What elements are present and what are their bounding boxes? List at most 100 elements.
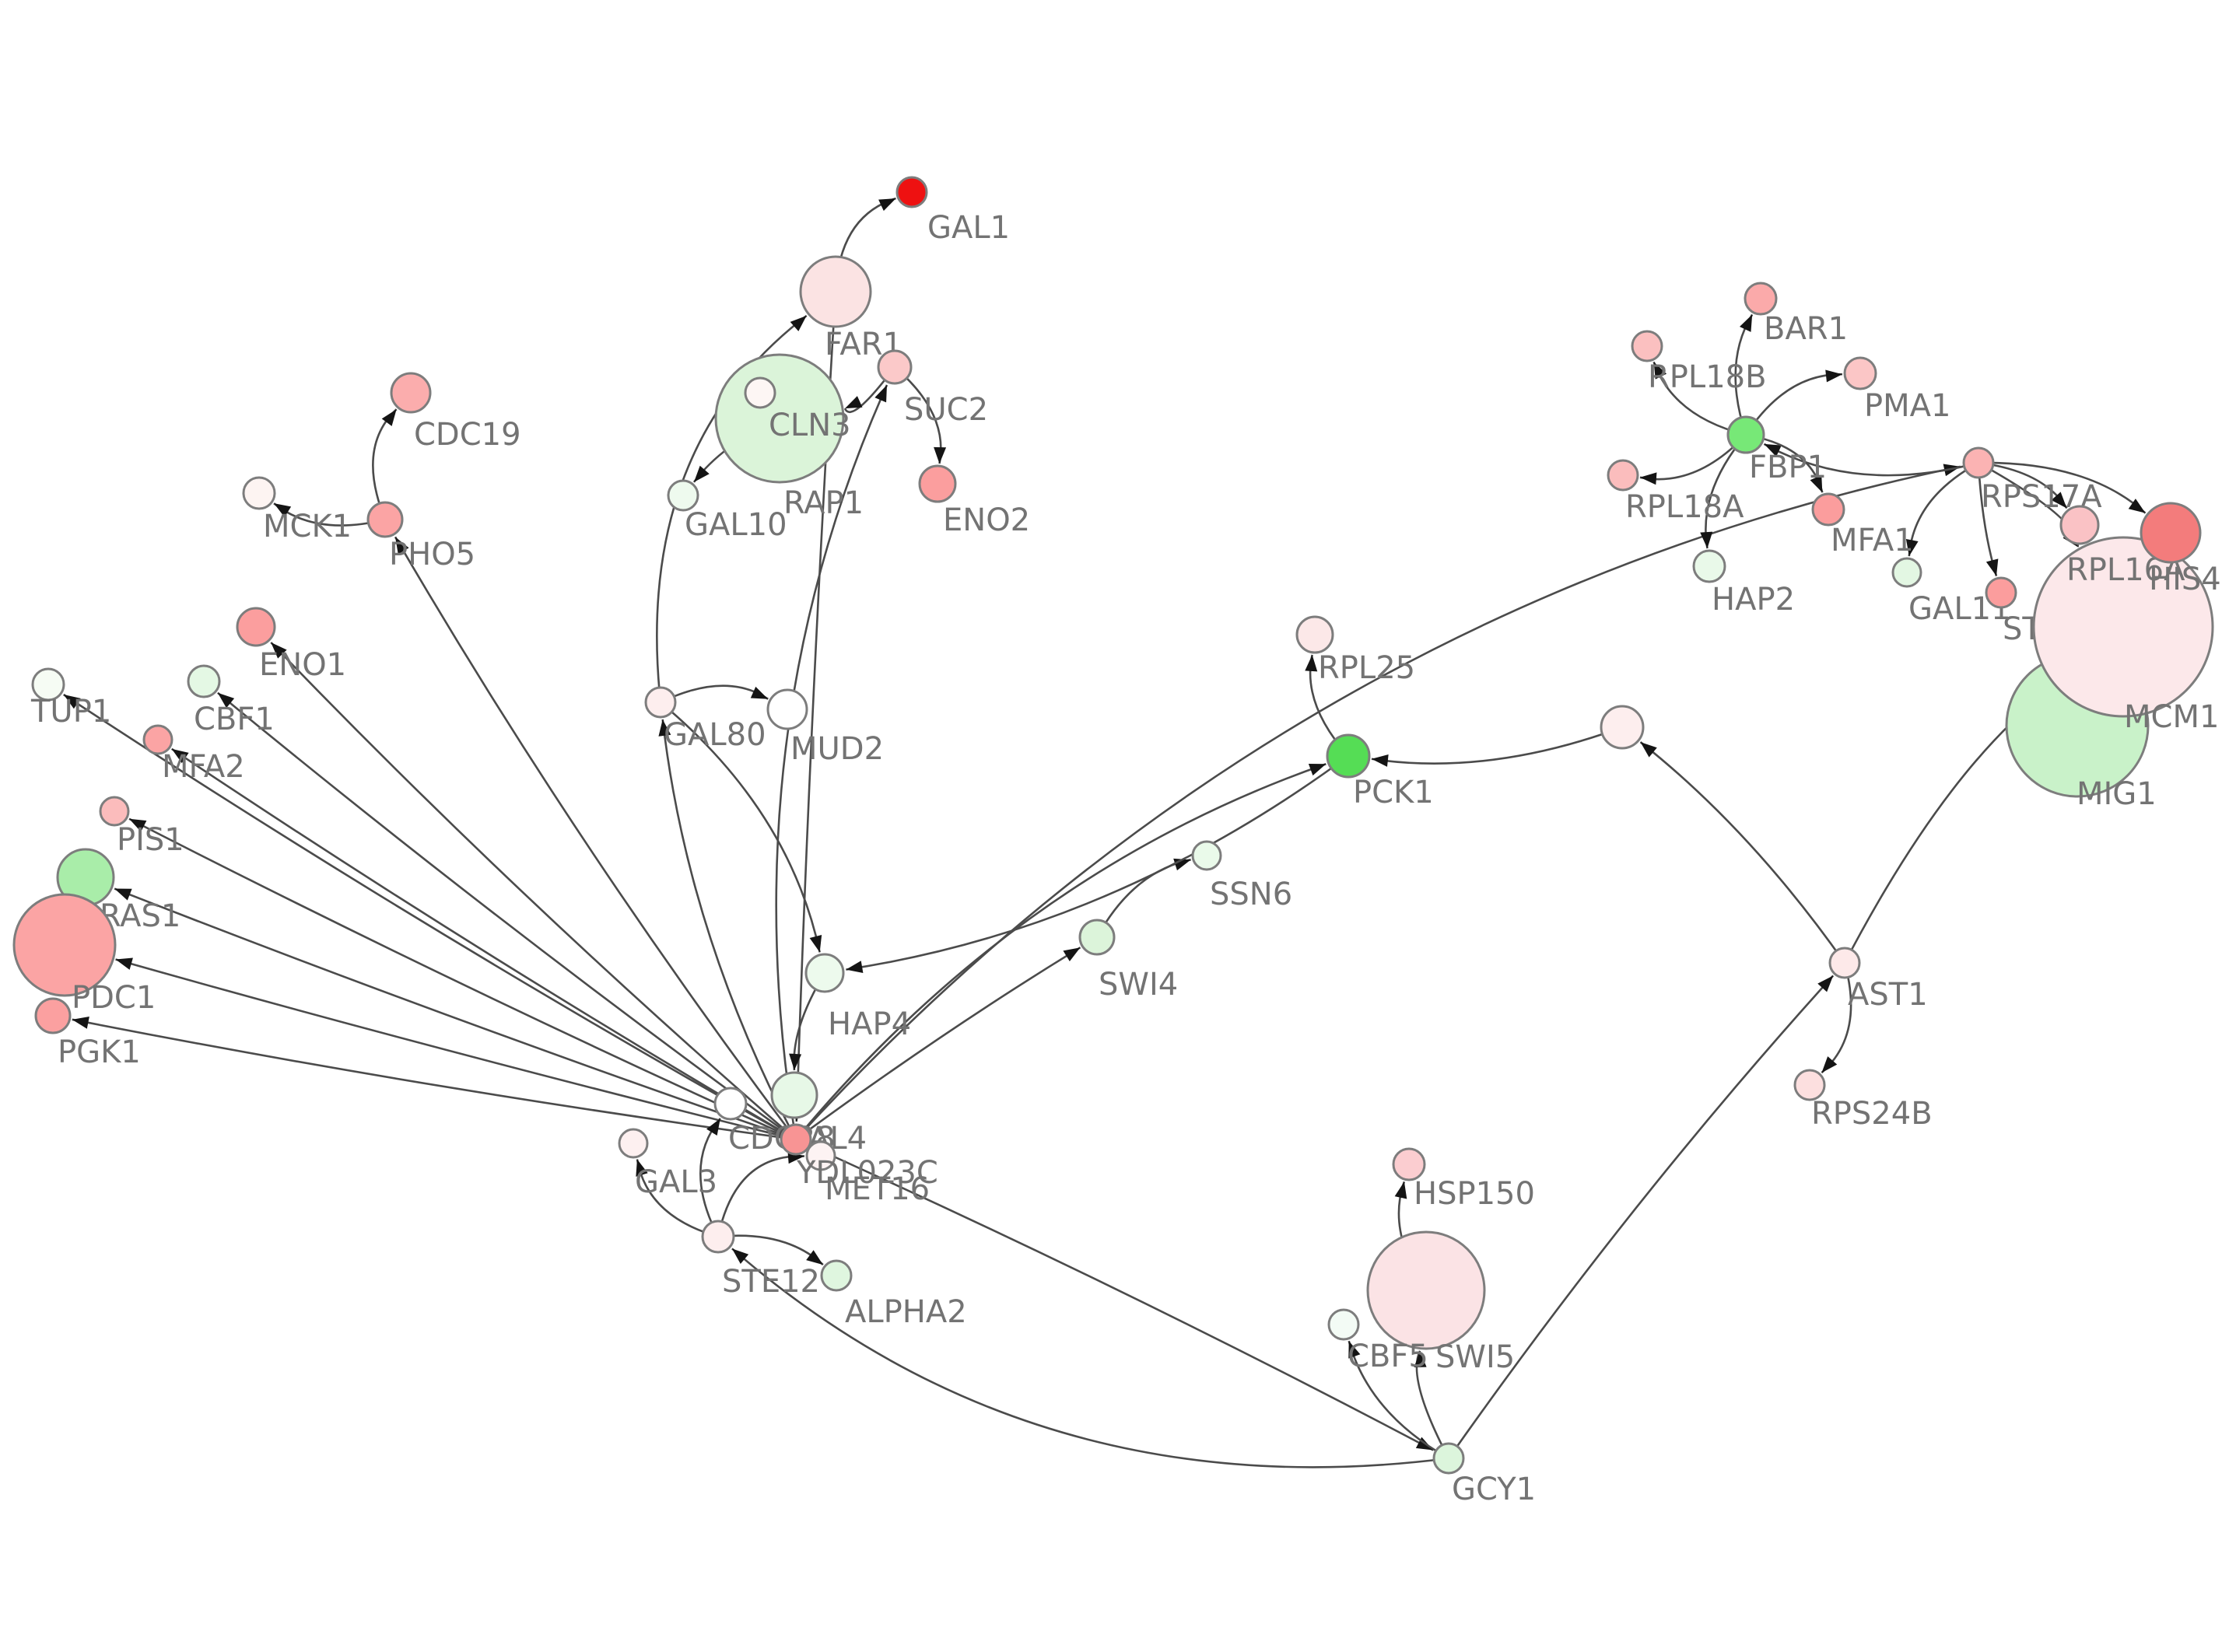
node-circle-STE2[interactable] [1985,576,2017,609]
node-circle-GAL80[interactable] [644,686,677,719]
node-ALPHA2[interactable]: ALPHA2 [820,1259,967,1330]
node-MFA1[interactable]: MFA1 [1811,492,1914,558]
node-ENO1[interactable]: ENO1 [236,607,346,683]
node-circle-FAR1[interactable] [799,255,872,328]
node-circle-GAL11[interactable] [1891,557,1922,588]
node-circle-PCK1[interactable] [1326,733,1371,779]
node-circle-MFA1[interactable] [1811,492,1845,527]
node-circle-GAL10[interactable] [667,479,699,512]
node-HAP2[interactable]: HAP2 [1692,549,1795,618]
node-PHO5[interactable]: PHO5 [366,501,475,572]
node-CBF5[interactable]: CBF5 [1327,1308,1428,1374]
node-circle-RPL18A[interactable] [1607,459,1639,492]
node-circle-SUC2[interactable] [877,349,913,385]
node-circle-CDC19[interactable] [390,372,432,414]
node-PCK1[interactable]: PCK1 [1326,733,1434,810]
edge-YDL023C-TUP1[interactable] [63,693,797,1141]
node-circle-HAP2[interactable] [1692,549,1726,583]
node-circle-MCM1[interactable] [2032,536,2214,718]
node-unlabeled[interactable] [1600,705,1645,750]
node-circle-CLN3[interactable] [744,376,776,409]
edge-YDL023C-RAS1[interactable] [114,887,797,1141]
node-MFA2[interactable]: MFA2 [142,724,245,785]
node-PGK1[interactable]: PGK1 [34,997,141,1070]
node-circle-CBF5[interactable] [1327,1308,1360,1341]
node-FAR1[interactable]: FAR1 [799,255,902,362]
node-SUC2[interactable]: SUC2 [877,349,988,428]
node-SSN6[interactable]: SSN6 [1191,840,1292,912]
node-circle-PDC1[interactable] [12,893,117,997]
node-HIS4[interactable]: HIS4 [2140,502,2221,597]
edge-RPS17A-FBP1[interactable] [1763,443,1979,477]
node-SWI5[interactable]: SWI5 [1366,1230,1515,1375]
node-RPS24B[interactable]: RPS24B [1793,1069,1933,1132]
edge-YDL023C-PDC1[interactable] [115,958,797,1141]
node-HAP4[interactable]: HAP4 [804,953,911,1042]
node-RPL18A[interactable]: RPL18A [1607,459,1744,525]
node-ENO2[interactable]: ENO2 [918,464,1030,538]
node-circle-HSP150[interactable] [1392,1147,1426,1181]
node-circle-STE12[interactable] [701,1220,735,1254]
node-circle-YDL023C[interactable] [780,1123,812,1156]
edge-GAL80-FAR1[interactable] [656,314,808,703]
node-circle-RPL16A[interactable] [2059,505,2100,545]
node-YDL023C[interactable]: YDL023C [780,1123,938,1191]
node-circle-GAL1[interactable] [895,176,928,208]
edge-GAL80-HAP4[interactable] [660,702,821,953]
node-circle-BAR1[interactable] [1744,282,1778,316]
node-circle-MFA2[interactable] [142,724,173,755]
node-MUD2[interactable]: MUD2 [766,688,884,767]
node-AST1[interactable]: AST1 [1828,947,1928,1013]
node-circle-RPS17A[interactable] [1962,446,1995,479]
node-MCK1[interactable]: MCK1 [242,476,352,544]
node-circle-MCK1[interactable] [242,476,276,510]
node-circle-CBF1[interactable] [187,664,221,698]
node-circle-PMA1[interactable] [1843,356,1877,390]
node-GAL1[interactable]: GAL1 [895,176,1010,246]
edge-GCY1-STE12[interactable] [731,1248,1449,1468]
node-GAL10[interactable]: GAL10 [667,479,787,543]
node-circle-FBP1[interactable] [1726,415,1765,454]
edge-YDL023C-PHO5[interactable] [394,536,797,1140]
node-RPS17A[interactable]: RPS17A [1962,446,2102,515]
node-circle-TUP1[interactable] [31,667,65,702]
node-GCY1[interactable]: GCY1 [1432,1442,1536,1507]
node-circle-SWI4[interactable] [1078,919,1116,956]
node-FBP1[interactable]: FBP1 [1726,415,1827,485]
node-PDC1[interactable]: PDC1 [12,893,156,1016]
node-TUP1[interactable]: TUP1 [30,667,111,730]
node-circle-ENO1[interactable] [236,607,276,647]
node-HSP150[interactable]: HSP150 [1392,1147,1535,1212]
node-circle-ENO2[interactable] [918,464,957,503]
edge-YDL023C-ENO1[interactable] [270,642,797,1140]
edge-UNNAMED-PCK1[interactable] [1371,726,1623,765]
node-STE12[interactable]: STE12 [701,1220,820,1300]
node-MET16[interactable]: MET16 [805,1140,930,1207]
node-CLN3[interactable]: CLN3 [744,376,851,443]
node-RPL18B[interactable]: RPL18B [1631,330,1767,395]
node-PMA1[interactable]: PMA1 [1843,356,1950,424]
node-GAL80[interactable]: GAL80 [644,686,766,753]
node-circle-CDC28[interactable] [713,1087,748,1121]
node-circle-PGK1[interactable] [34,997,72,1034]
edge-YDL023C-CBF1[interactable] [217,691,797,1141]
edge-STE12-MET16[interactable] [717,1155,805,1237]
edge-AST1-UNNAMED[interactable] [1639,741,1846,964]
node-PIS1[interactable]: PIS1 [99,796,184,858]
edge-YDL023C-SWI4[interactable] [795,947,1081,1141]
node-circle-ALPHA2[interactable] [820,1259,853,1292]
node-circle-AST1[interactable] [1828,947,1861,979]
edge-YDL023C-PCK1[interactable] [795,763,1327,1140]
edge-YDL023C-GAL80[interactable] [661,719,797,1140]
edge-GCY1-AST1[interactable] [1447,975,1835,1459]
node-circle-MUD2[interactable] [766,688,808,730]
node-CBF1[interactable]: CBF1 [187,664,275,737]
node-circle-PIS1[interactable] [99,796,130,827]
node-SWI4[interactable]: SWI4 [1078,919,1178,1003]
edge-YDL023C-PGK1[interactable] [72,1018,797,1141]
edge-YDL023C-RPS17A[interactable] [795,465,1961,1140]
edge-YDL023C-GCY1[interactable] [795,1138,1434,1451]
edge-GCY1-CBF5[interactable] [1348,1340,1449,1460]
node-circle-RPS24B[interactable] [1793,1069,1826,1101]
